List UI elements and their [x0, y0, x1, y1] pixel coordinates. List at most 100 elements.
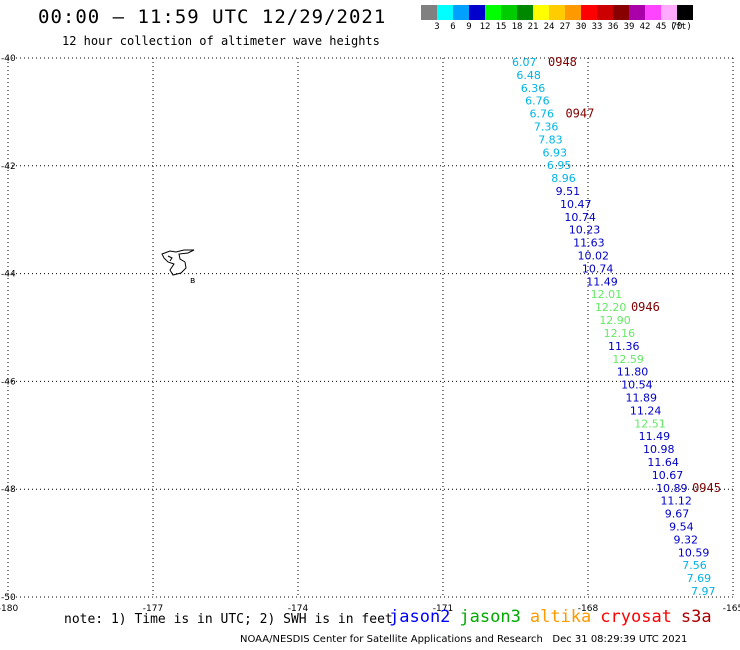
longitude-label: -165	[723, 604, 740, 614]
longitude-label: -177	[143, 604, 163, 614]
satellite-legend-s3a: s3a	[680, 607, 712, 627]
swh-value: 6.36	[521, 82, 546, 95]
swh-value: 11.89	[626, 391, 658, 404]
altimeter-track: 6.076.486.366.766.767.367.836.936.958.96…	[512, 56, 716, 598]
swh-value: 12.51	[634, 417, 666, 430]
satellite-legend-altika: altika	[529, 607, 592, 627]
swh-value: 9.67	[665, 508, 690, 521]
pass-time-labels: 0948 0947 0946 0945	[548, 55, 721, 495]
swh-value: 10.54	[621, 379, 653, 392]
swh-value: 10.02	[577, 250, 609, 263]
swh-value: 6.48	[516, 69, 541, 82]
island-outline	[161, 249, 195, 276]
swh-value: 6.76	[525, 95, 550, 108]
colorbar-tick-label: 36	[607, 22, 619, 32]
swh-value: 12.90	[599, 314, 631, 327]
longitude-label: -180	[0, 604, 18, 614]
pass-time-label: 0948	[548, 55, 577, 69]
latitude-label: -40	[1, 54, 16, 64]
swh-value: 6.76	[529, 108, 554, 121]
map-subtitle: 12 hour collection of altimeter wave hei…	[62, 34, 380, 48]
colorbar-tick-label: 18	[511, 22, 523, 32]
swh-value: 11.63	[573, 237, 605, 250]
swh-value: 10.98	[643, 443, 675, 456]
latitude-label: -48	[1, 485, 16, 495]
credit-line: NOAA/NESDIS Center for Satellite Applica…	[240, 634, 688, 645]
swh-value: 12.20	[595, 301, 627, 314]
colorbar-tick-label: 27	[559, 22, 571, 32]
colorbar-swatch	[469, 5, 485, 20]
colorbar-tick-label: 3	[434, 22, 440, 32]
pass-time-label: 0945	[692, 481, 721, 495]
map-title: 00:00 – 11:59 UTC 12/29/2021	[38, 6, 387, 28]
longitude-label: -171	[433, 604, 453, 614]
colorbar-tick-label: 6	[450, 22, 456, 32]
swh-value: 11.12	[660, 495, 692, 508]
colorbar-swatch	[565, 5, 581, 20]
swh-value: 11.49	[639, 430, 671, 443]
swh-value: 6.93	[543, 146, 568, 159]
satellite-legend-jason2: jason2	[389, 607, 451, 627]
colorbar-swatch	[421, 5, 437, 20]
pass-time-label: 0947	[565, 107, 594, 121]
swh-value: 7.97	[691, 585, 716, 598]
swh-value: 10.74	[582, 262, 614, 275]
swh-value: 10.74	[564, 211, 596, 224]
colorbar-swatch	[533, 5, 549, 20]
swh-value: 11.36	[608, 340, 640, 353]
swh-value: 6.07	[512, 56, 537, 69]
swh-value: 7.56	[682, 559, 707, 572]
colorbar-swatch	[677, 5, 693, 20]
wave-height-colorbar	[421, 5, 693, 20]
colorbar-swatch	[501, 5, 517, 20]
swh-value: 10.47	[560, 198, 592, 211]
colorbar-tick-label: 21	[527, 22, 539, 32]
graticule	[7, 57, 734, 598]
colorbar-tick-label: 70	[671, 22, 683, 32]
chatham-islands: в	[161, 249, 195, 286]
swh-value: 6.95	[547, 159, 572, 172]
colorbar-tick-label: 15	[495, 22, 507, 32]
colorbar-swatch	[629, 5, 645, 20]
swh-value: 10.23	[569, 224, 601, 237]
colorbar-tick-label: 42	[639, 22, 651, 32]
swh-value: 12.01	[591, 288, 623, 301]
colorbar-tick-label: 12	[479, 22, 491, 32]
colorbar-tick-label: 9	[466, 22, 472, 32]
colorbar-swatch	[485, 5, 501, 20]
swh-value: 10.89	[656, 482, 688, 495]
colorbar-tick-label: 33	[591, 22, 603, 32]
map-header: 00:00 – 11:59 UTC 12/29/2021 12 hour col…	[0, 0, 740, 56]
colorbar-tick-label: 30	[575, 22, 587, 32]
latitude-label: -46	[1, 377, 16, 387]
satellite-legend: jason2 jason3 altika cryosat s3a	[389, 607, 721, 627]
colorbar-swatch	[453, 5, 469, 20]
colorbar-swatch	[661, 5, 677, 20]
satellite-legend-jason3: jason3	[459, 607, 521, 627]
colorbar-swatch	[597, 5, 613, 20]
satellite-legend-cryosat: cryosat	[600, 607, 672, 627]
colorbar-swatch	[645, 5, 661, 20]
swh-value: 11.49	[586, 275, 618, 288]
swh-value: 11.64	[647, 456, 679, 469]
swh-value: 12.16	[604, 327, 636, 340]
colorbar-swatch	[437, 5, 453, 20]
swh-value: 9.32	[674, 533, 699, 546]
latitude-label: -42	[1, 162, 16, 172]
colorbar-unit-label: (ft)	[670, 22, 692, 32]
axis-labels: -180 -177 -174 -171 -168 -165 -40 -42 -44 -46 -48 -…	[0, 54, 740, 614]
swh-value: 7.69	[687, 572, 712, 585]
colorbar-tick-label: 24	[543, 22, 555, 32]
colorbar-swatch	[517, 5, 533, 20]
longitude-label: -168	[578, 604, 599, 614]
colorbar-swatch	[581, 5, 597, 20]
colorbar-swatch	[613, 5, 629, 20]
swh-value: 8.96	[551, 172, 576, 185]
swh-value: 9.51	[556, 185, 581, 198]
swh-value: 11.24	[630, 404, 662, 417]
latitude-label: -44	[1, 270, 16, 280]
pass-time-label: 0946	[631, 300, 660, 314]
swh-value: 10.59	[678, 546, 710, 559]
swh-value: 12.59	[612, 353, 644, 366]
